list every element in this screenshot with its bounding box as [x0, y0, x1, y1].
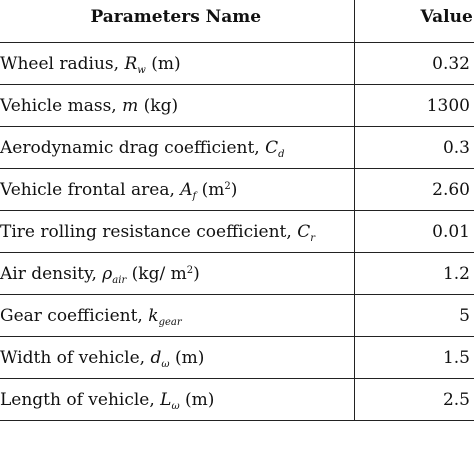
parameter-unit: (kg): [138, 95, 179, 116]
parameter-cell: Vehicle frontal area, Af (m2): [0, 168, 355, 211]
parameter-cell: Vehicle mass, m (kg): [0, 84, 355, 127]
parameter-symbol: L: [160, 389, 172, 410]
parameter-label: Vehicle mass,: [0, 95, 123, 116]
parameter-unit: (m: [196, 179, 225, 200]
parameter-symbol-subscript: gear: [158, 316, 182, 328]
table-row: Tire rolling resistance coefficient, Cr 0…: [0, 210, 474, 253]
value-cell: 0.32: [354, 42, 474, 85]
parameter-symbol-subscript: air: [112, 274, 127, 286]
parameter-unit-close: ): [230, 179, 238, 200]
parameter-symbol: C: [265, 137, 279, 158]
parameter-cell: Air density, ρair (kg/ m2): [0, 252, 355, 295]
parameter-label: Air density,: [0, 263, 103, 284]
table-row: Aerodynamic drag coefficient, Cd 0.3: [0, 126, 474, 169]
table-row: Width of vehicle, dω (m) 1.5: [0, 336, 474, 379]
parameter-unit: (m): [179, 389, 215, 410]
table-row: Air density, ρair (kg/ m2) 1.2: [0, 252, 474, 295]
parameter-symbol-subscript: r: [310, 232, 315, 244]
value-cell: 2.60: [354, 168, 474, 211]
parameter-symbol-subscript: f: [192, 190, 197, 202]
parameter-cell: Aerodynamic drag coefficient, Cd: [0, 126, 355, 169]
parameter-label: Vehicle frontal area,: [0, 179, 181, 200]
table-row: Vehicle frontal area, Af (m2) 2.60: [0, 168, 474, 211]
parameter-label: Wheel radius,: [0, 53, 125, 74]
table-row: Gear coefficient, kgear 5: [0, 294, 474, 337]
value-cell: 0.01: [354, 210, 474, 253]
value-cell: 1.2: [354, 252, 474, 295]
table-row: Length of vehicle, Lω (m) 2.5: [0, 378, 474, 421]
parameter-symbol: C: [297, 221, 311, 242]
parameter-symbol-subscript: d: [278, 148, 285, 160]
value-cell: 1.5: [354, 336, 474, 379]
parameter-label: Gear coefficient,: [0, 305, 149, 326]
parameter-symbol: R: [124, 53, 138, 74]
table-row: Wheel radius, Rw (m) 0.32: [0, 42, 474, 85]
table-row: Vehicle mass, m (kg) 1300: [0, 84, 474, 127]
header-parameter-name: Parameters Name: [0, 0, 355, 43]
parameter-unit-exponent: 2: [186, 264, 194, 276]
parameter-cell: Wheel radius, Rw (m): [0, 42, 355, 85]
parameter-unit: (kg/ m: [126, 263, 187, 284]
parameter-unit: (m): [145, 53, 181, 74]
parameter-label: Length of vehicle,: [0, 389, 161, 410]
parameter-cell: Length of vehicle, Lω (m): [0, 378, 355, 421]
value-cell: 5: [354, 294, 474, 337]
value-cell: 1300: [354, 84, 474, 127]
value-cell: 2.5: [354, 378, 474, 421]
parameter-cell: Tire rolling resistance coefficient, Cr: [0, 210, 355, 253]
parameter-symbol: A: [180, 179, 193, 200]
parameter-symbol-subscript: ω: [161, 358, 170, 370]
parameter-symbol-subscript: ω: [171, 400, 180, 412]
parameter-cell: Width of vehicle, dω (m): [0, 336, 355, 379]
parameter-cell: Gear coefficient, kgear: [0, 294, 355, 337]
parameter-symbol: m: [122, 95, 139, 116]
table-header-row: Parameters Name Value: [0, 0, 474, 43]
parameter-label: Width of vehicle,: [0, 347, 151, 368]
parameter-symbol: k: [148, 305, 159, 326]
parameter-symbol: d: [150, 347, 162, 368]
parameter-unit-close: ): [193, 263, 200, 284]
parameter-label: Aerodynamic drag coefficient,: [0, 137, 266, 158]
header-value: Value: [354, 0, 474, 43]
parameter-unit: (m): [169, 347, 205, 368]
parameters-table: Parameters Name Value Wheel radius, Rw (…: [0, 0, 474, 421]
parameter-symbol: ρ: [102, 263, 113, 284]
parameter-unit-exponent: 2: [224, 180, 231, 192]
parameter-label: Tire rolling resistance coefficient,: [0, 221, 298, 242]
value-cell: 0.3: [354, 126, 474, 169]
parameter-symbol-subscript: w: [137, 64, 146, 76]
